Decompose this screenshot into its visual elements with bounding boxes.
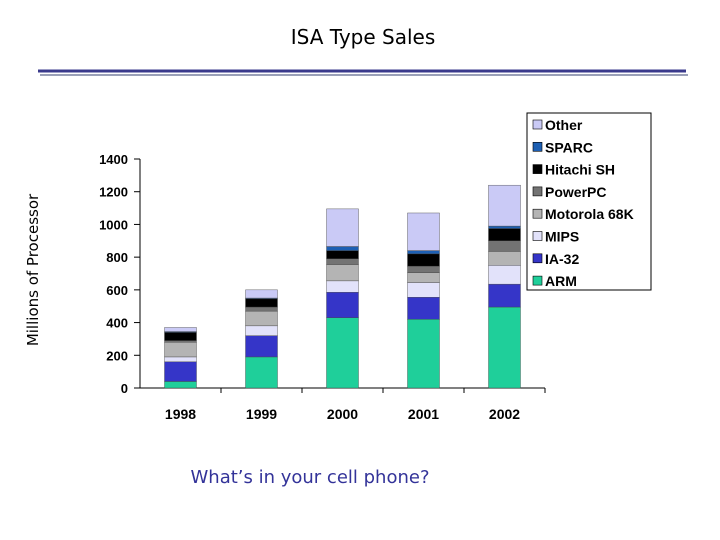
bar-segment — [407, 319, 440, 389]
y-axis-label: Millions of Processor — [24, 193, 42, 346]
bar-segment — [164, 381, 197, 389]
bar-segment — [407, 272, 440, 283]
y-tick-label: 1400 — [99, 152, 128, 167]
legend-label: Motorola 68K — [545, 206, 634, 222]
bar-segment — [245, 325, 278, 336]
bar-segment — [407, 250, 440, 255]
bar-segment — [326, 264, 359, 282]
bar-segment — [326, 317, 359, 389]
bar-segment — [407, 297, 440, 320]
legend-swatch — [532, 164, 543, 174]
bar-segment — [326, 208, 359, 247]
legend-label: MIPS — [545, 229, 579, 245]
bar-segment — [407, 265, 440, 273]
legend-swatch — [532, 231, 543, 241]
bar-segment — [326, 292, 359, 318]
legend-swatch — [532, 186, 543, 197]
legend-swatch — [532, 253, 543, 264]
bar-segment — [407, 253, 440, 267]
bar-segment — [164, 340, 197, 343]
bar-segment — [164, 356, 197, 363]
legend-label: PowerPC — [545, 184, 606, 200]
bar-segment — [488, 240, 521, 252]
x-tick-label: 1998 — [165, 406, 196, 422]
bar-segment — [407, 282, 440, 298]
bar-segment — [245, 289, 278, 299]
y-tick-label: 1200 — [99, 185, 128, 200]
y-tick-label: 600 — [106, 283, 128, 298]
bar-segment — [407, 212, 440, 251]
y-tick-label: 1000 — [99, 217, 128, 232]
legend-swatch — [532, 142, 543, 152]
bar-segment — [245, 356, 278, 389]
bar-segment — [488, 265, 521, 285]
legend-swatch — [532, 119, 543, 130]
bar-segment — [245, 306, 278, 312]
legend-box — [526, 112, 652, 291]
bar-segment — [245, 298, 278, 308]
bar-segment — [488, 306, 521, 389]
bar-segment — [488, 228, 521, 241]
y-tick-label: 400 — [106, 316, 128, 331]
bar-segment — [164, 342, 197, 358]
bar-segment — [245, 310, 278, 327]
x-tick-label: 2000 — [327, 406, 358, 422]
bar-segment — [488, 283, 521, 308]
x-tick-label: 2001 — [408, 406, 439, 422]
x-tick-label: 2002 — [489, 406, 520, 422]
legend-swatch — [532, 275, 543, 286]
bar-segment — [164, 332, 197, 341]
legend-label: ARM — [545, 273, 577, 289]
bar-segment — [488, 225, 521, 229]
legend-label: Hitachi SH — [545, 162, 615, 178]
bar-segment — [326, 258, 359, 265]
bar-segment — [164, 327, 197, 332]
x-tick-label: 1999 — [246, 406, 277, 422]
y-tick-label: 200 — [106, 348, 128, 363]
bar-segment — [326, 280, 359, 293]
bar-segment — [245, 335, 278, 358]
bar-segment — [164, 361, 197, 382]
annotation: What’s in your cell phone? — [190, 467, 429, 488]
bar-segment — [488, 184, 521, 227]
legend-label: SPARC — [545, 139, 593, 155]
bar-segment — [488, 251, 521, 266]
bar-segment — [326, 246, 359, 251]
legend-label: IA-32 — [545, 251, 579, 267]
y-tick-label: 800 — [106, 250, 128, 265]
bar-segment — [326, 250, 359, 259]
slide-title: ISA Type Sales — [291, 25, 436, 49]
legend-swatch — [532, 208, 543, 219]
legend-label: Other — [545, 117, 583, 133]
y-tick-label: 0 — [121, 381, 128, 396]
